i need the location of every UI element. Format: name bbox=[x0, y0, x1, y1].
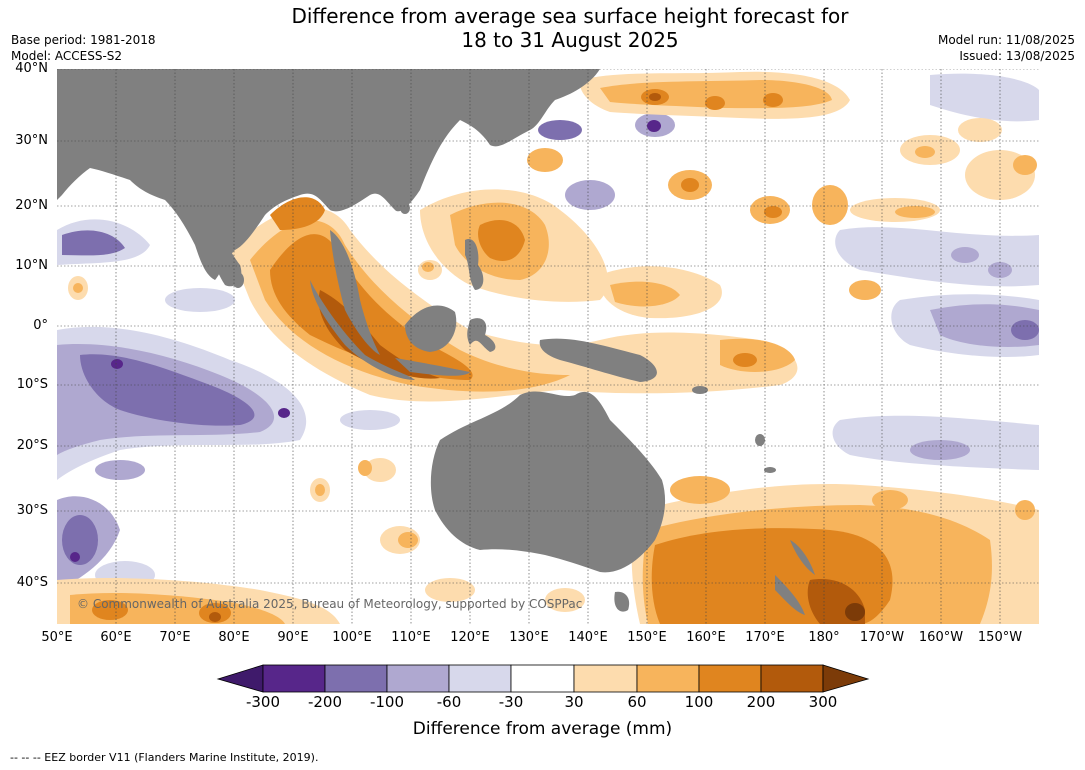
lon-label: 160°E bbox=[686, 630, 726, 645]
japan-islands bbox=[516, 80, 524, 120]
graticule bbox=[57, 69, 1039, 624]
run-info: Model run: 11/08/2025 Issued: 13/08/2025 bbox=[938, 32, 1075, 64]
philippines-islands bbox=[465, 239, 484, 290]
colorbar-segment bbox=[698, 664, 762, 693]
eez-footnote: -- -- -- EEZ border V11 (Flanders Marine… bbox=[10, 751, 319, 764]
issued-date: Issued: 13/08/2025 bbox=[959, 49, 1075, 63]
sulawesi-island bbox=[467, 318, 496, 352]
colorbar-label: Difference from average (mm) bbox=[412, 719, 673, 739]
land-masses bbox=[57, 69, 815, 615]
positive-anomaly-regions bbox=[57, 71, 1039, 624]
lon-label: 170°W bbox=[859, 630, 905, 645]
lat-label: 20°S bbox=[16, 438, 48, 453]
colorbar-segment bbox=[448, 664, 512, 693]
colorbar-segment bbox=[636, 664, 700, 693]
lon-label: 170°E bbox=[745, 630, 785, 645]
colorbar bbox=[216, 664, 870, 693]
lon-label: 120°E bbox=[450, 630, 490, 645]
lat-label: 30°N bbox=[15, 133, 48, 148]
taiwan-island bbox=[400, 202, 410, 214]
borneo-island bbox=[405, 305, 457, 352]
colorbar-tick: 60 bbox=[627, 693, 647, 711]
new-caledonia-island bbox=[764, 467, 776, 473]
copyright-notice: © Commonwealth of Australia 2025, Bureau… bbox=[77, 597, 583, 611]
australia-landmass bbox=[430, 391, 666, 573]
java-island bbox=[395, 358, 470, 376]
lat-label: 30°S bbox=[16, 503, 48, 518]
colorbar-segment bbox=[262, 664, 326, 693]
colorbar-tick: -60 bbox=[436, 693, 462, 711]
colorbar-tick: 300 bbox=[808, 693, 838, 711]
tasmania-island bbox=[614, 591, 630, 612]
solomon-islands bbox=[692, 386, 708, 394]
colorbar-tick: 200 bbox=[746, 693, 776, 711]
negative-anomaly-regions bbox=[57, 73, 1039, 590]
malay-peninsula bbox=[330, 230, 380, 355]
colorbar-tick: 100 bbox=[684, 693, 714, 711]
colorbar-segment-max bbox=[822, 664, 870, 693]
colorbar-segment-min bbox=[216, 664, 264, 693]
lat-label: 40°N bbox=[15, 61, 48, 76]
lon-label: 140°E bbox=[568, 630, 608, 645]
map-area bbox=[57, 69, 1039, 624]
new-zealand-north-island bbox=[790, 540, 815, 575]
colorbar-tick: -100 bbox=[369, 693, 405, 711]
lon-label: 160°W bbox=[918, 630, 964, 645]
map-title: Difference from average sea surface heig… bbox=[0, 4, 1085, 52]
sri-lanka-island bbox=[232, 272, 244, 288]
colorbar-segment bbox=[324, 664, 388, 693]
model-run: Model run: 11/08/2025 bbox=[937, 33, 1075, 47]
colorbar-segment bbox=[573, 664, 638, 693]
lon-label: 110°E bbox=[391, 630, 431, 645]
new-guinea-island bbox=[539, 338, 657, 382]
timor-island bbox=[526, 395, 534, 405]
colorbar-tick: -300 bbox=[245, 693, 281, 711]
lon-label: 70°E bbox=[159, 630, 191, 645]
lon-label: 80°E bbox=[218, 630, 250, 645]
lat-label: 0° bbox=[33, 318, 48, 333]
lat-label: 10°S bbox=[16, 377, 48, 392]
colorbar-segment bbox=[386, 664, 450, 693]
lon-label: 90°E bbox=[277, 630, 309, 645]
lon-label: 150°W bbox=[977, 630, 1023, 645]
colorbar-segment bbox=[510, 664, 575, 693]
new-zealand-south-island bbox=[775, 575, 805, 615]
vanuatu-islands bbox=[755, 434, 765, 446]
base-period: Base period: 1981-2018 bbox=[11, 33, 156, 47]
model-info: Base period: 1981-2018 Model: ACCESS-S2 bbox=[11, 32, 156, 64]
lon-label: 100°E bbox=[332, 630, 372, 645]
lat-label: 40°S bbox=[16, 575, 48, 590]
lat-label: 20°N bbox=[15, 198, 48, 213]
lon-label: 130°E bbox=[509, 630, 549, 645]
asia-landmass bbox=[57, 69, 600, 280]
colorbar-segment bbox=[760, 664, 824, 693]
lon-label: 180° bbox=[808, 630, 840, 645]
lon-label: 60°E bbox=[100, 630, 132, 645]
title-line-1: Difference from average sea surface heig… bbox=[291, 4, 849, 28]
colorbar-tick: 30 bbox=[564, 693, 584, 711]
indian-subcontinent-tip bbox=[200, 230, 242, 287]
lat-label: 10°N bbox=[15, 258, 48, 273]
title-line-2: 18 to 31 August 2025 bbox=[461, 28, 679, 52]
lon-label: 150°E bbox=[627, 630, 667, 645]
lon-label: 50°E bbox=[41, 630, 73, 645]
model-name: Model: ACCESS-S2 bbox=[11, 49, 123, 63]
colorbar-tick: -200 bbox=[307, 693, 343, 711]
colorbar-tick: -30 bbox=[498, 693, 524, 711]
